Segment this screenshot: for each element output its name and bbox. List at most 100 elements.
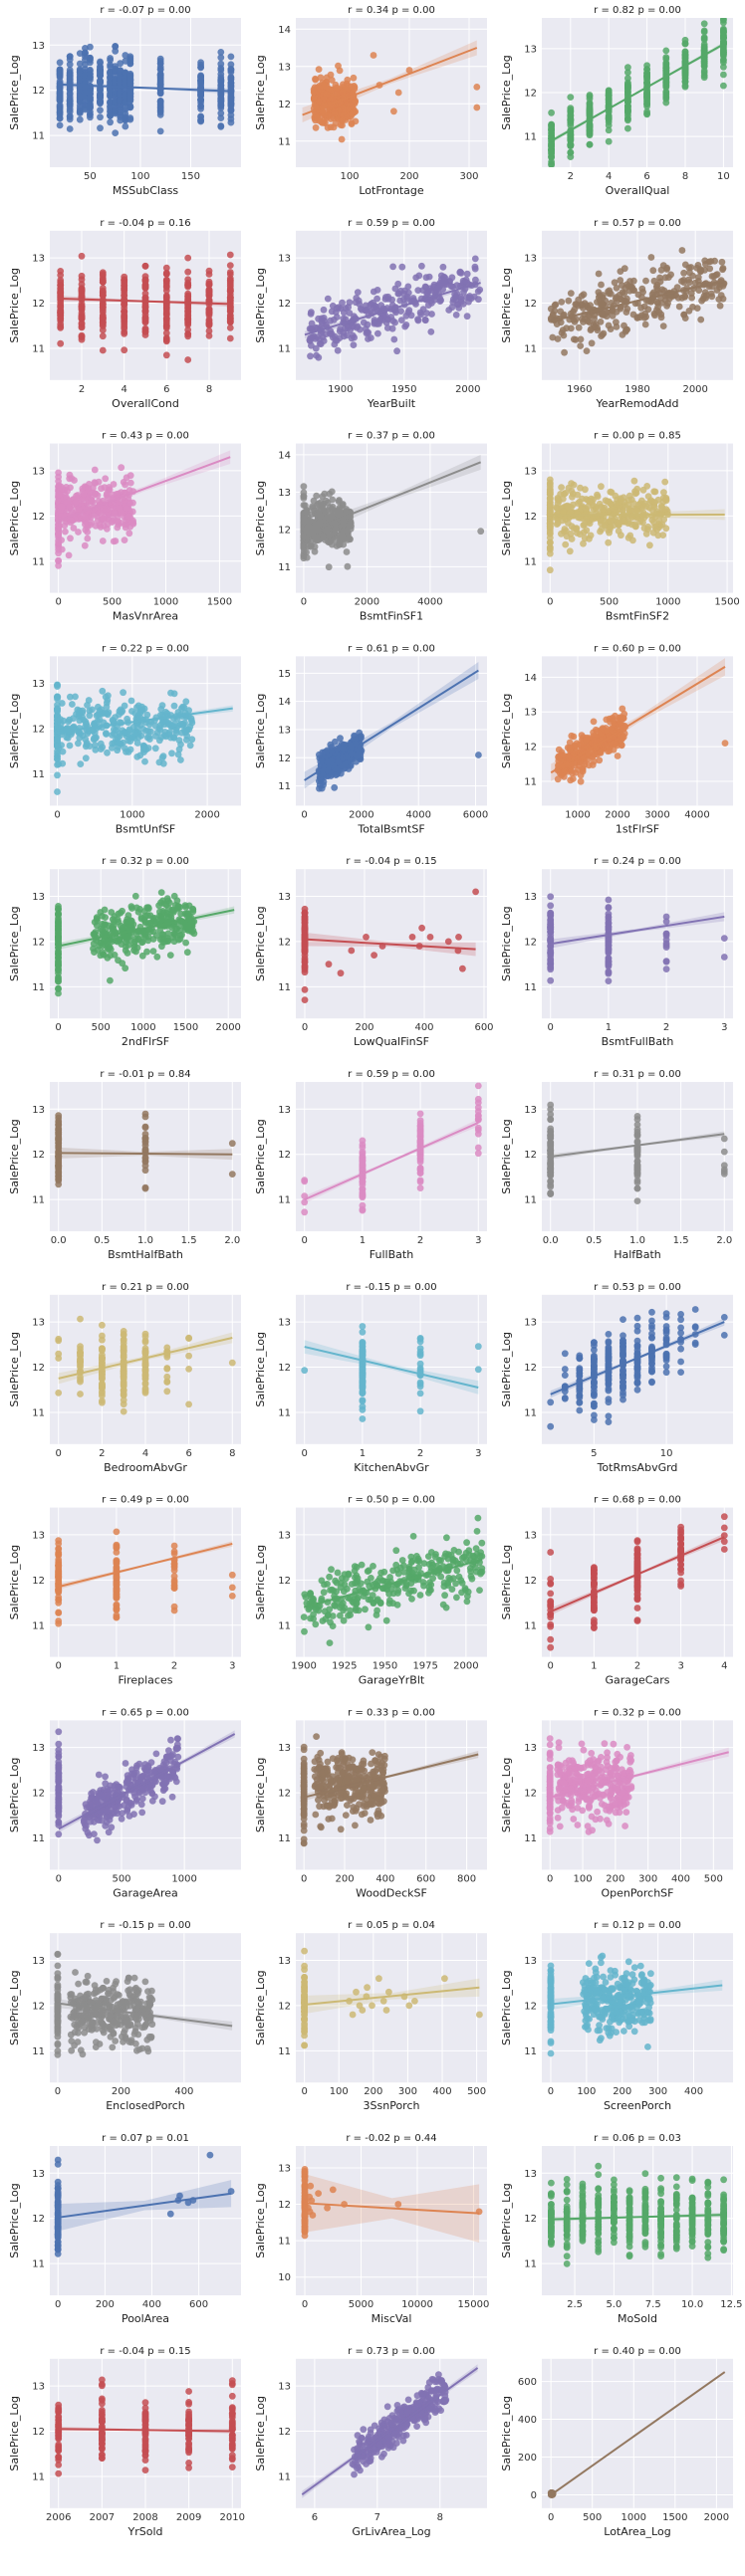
data-point	[71, 525, 78, 532]
data-point	[87, 108, 94, 115]
data-point	[87, 55, 94, 62]
data-point	[310, 505, 317, 512]
data-point	[75, 492, 82, 499]
data-point	[395, 90, 402, 97]
data-point	[157, 64, 164, 71]
data-point	[307, 352, 314, 359]
data-point	[228, 80, 235, 87]
data-point	[97, 60, 104, 67]
data-point	[714, 287, 721, 294]
chart-title: r = 0.22 p = 0.00	[102, 643, 189, 654]
data-point	[594, 492, 601, 499]
data-point	[372, 304, 379, 311]
data-point	[57, 282, 64, 289]
y-axis-label: SalePrice_Log	[8, 906, 21, 981]
data-point	[317, 781, 324, 788]
data-point	[332, 110, 339, 117]
data-point	[124, 738, 131, 745]
data-point	[107, 118, 114, 125]
data-point	[389, 264, 396, 271]
data-point	[54, 706, 61, 713]
y-tick-label: 14	[278, 697, 291, 708]
y-axis-label: SalePrice_Log	[500, 268, 513, 343]
data-point	[127, 472, 134, 479]
chart-title: r = 0.37 p = 0.00	[348, 431, 435, 442]
data-point	[321, 337, 328, 344]
data-point	[389, 325, 396, 332]
data-point	[686, 279, 693, 286]
x-tick-label: 2000	[194, 809, 219, 820]
data-point	[329, 497, 336, 504]
data-point	[177, 721, 184, 728]
data-point	[156, 725, 163, 732]
y-tick-label: 12	[32, 937, 45, 948]
x-axis-label: MSSubClass	[113, 184, 179, 197]
x-axis-label: YearBuilt	[367, 397, 416, 410]
x-tick-label: 100	[130, 171, 149, 182]
data-point	[146, 736, 153, 743]
data-point	[650, 519, 657, 526]
x-tick-label: 200	[399, 171, 418, 182]
data-point	[547, 495, 554, 502]
data-point	[587, 92, 594, 99]
data-point	[567, 740, 574, 747]
data-point	[580, 305, 587, 312]
data-point	[473, 105, 480, 111]
data-point	[206, 279, 213, 286]
data-point	[720, 72, 727, 79]
data-point	[600, 301, 607, 308]
data-point	[722, 740, 729, 747]
data-point	[316, 511, 323, 518]
data-point	[163, 265, 170, 272]
data-point	[475, 296, 482, 303]
data-point	[659, 287, 666, 294]
data-point	[382, 313, 389, 320]
data-point	[427, 328, 434, 335]
data-point	[568, 290, 575, 297]
data-point	[117, 733, 124, 740]
data-point	[163, 335, 170, 342]
data-point	[351, 75, 358, 82]
y-tick-label: 13	[278, 254, 291, 265]
data-point	[598, 282, 605, 289]
data-point	[720, 59, 727, 66]
data-point	[87, 88, 94, 95]
data-point	[54, 694, 61, 701]
data-point	[623, 281, 630, 288]
x-tick-label: 4000	[417, 597, 442, 608]
data-point	[621, 265, 628, 272]
data-point	[142, 263, 149, 270]
data-point	[662, 100, 669, 107]
data-point	[348, 84, 355, 91]
data-point	[113, 537, 120, 544]
x-tick-label: 8	[682, 171, 688, 182]
data-point	[338, 121, 345, 128]
y-tick-label: 12	[524, 89, 537, 100]
data-point	[606, 126, 613, 133]
data-point	[172, 727, 179, 734]
data-point	[56, 491, 63, 498]
data-point	[184, 332, 191, 339]
data-point	[67, 125, 74, 132]
data-point	[643, 483, 650, 490]
x-tick-label: 1500	[173, 1022, 198, 1033]
data-point	[117, 708, 124, 715]
data-point	[662, 48, 669, 55]
data-point	[163, 271, 170, 278]
x-tick-label: 0	[55, 1022, 61, 1033]
data-point	[217, 65, 224, 72]
data-point	[100, 347, 107, 354]
data-point	[587, 123, 594, 130]
data-point	[116, 740, 123, 747]
chart-title: r = 0.57 p = 0.00	[594, 218, 681, 229]
data-point	[458, 270, 465, 277]
data-point	[644, 524, 651, 531]
x-tick-label: 1950	[391, 384, 416, 395]
data-point	[562, 541, 569, 548]
data-point	[57, 122, 64, 129]
data-point	[335, 63, 342, 70]
data-point	[57, 340, 64, 347]
data-point	[720, 16, 727, 23]
data-point	[57, 59, 64, 66]
y-tick-label: 12	[278, 299, 291, 310]
